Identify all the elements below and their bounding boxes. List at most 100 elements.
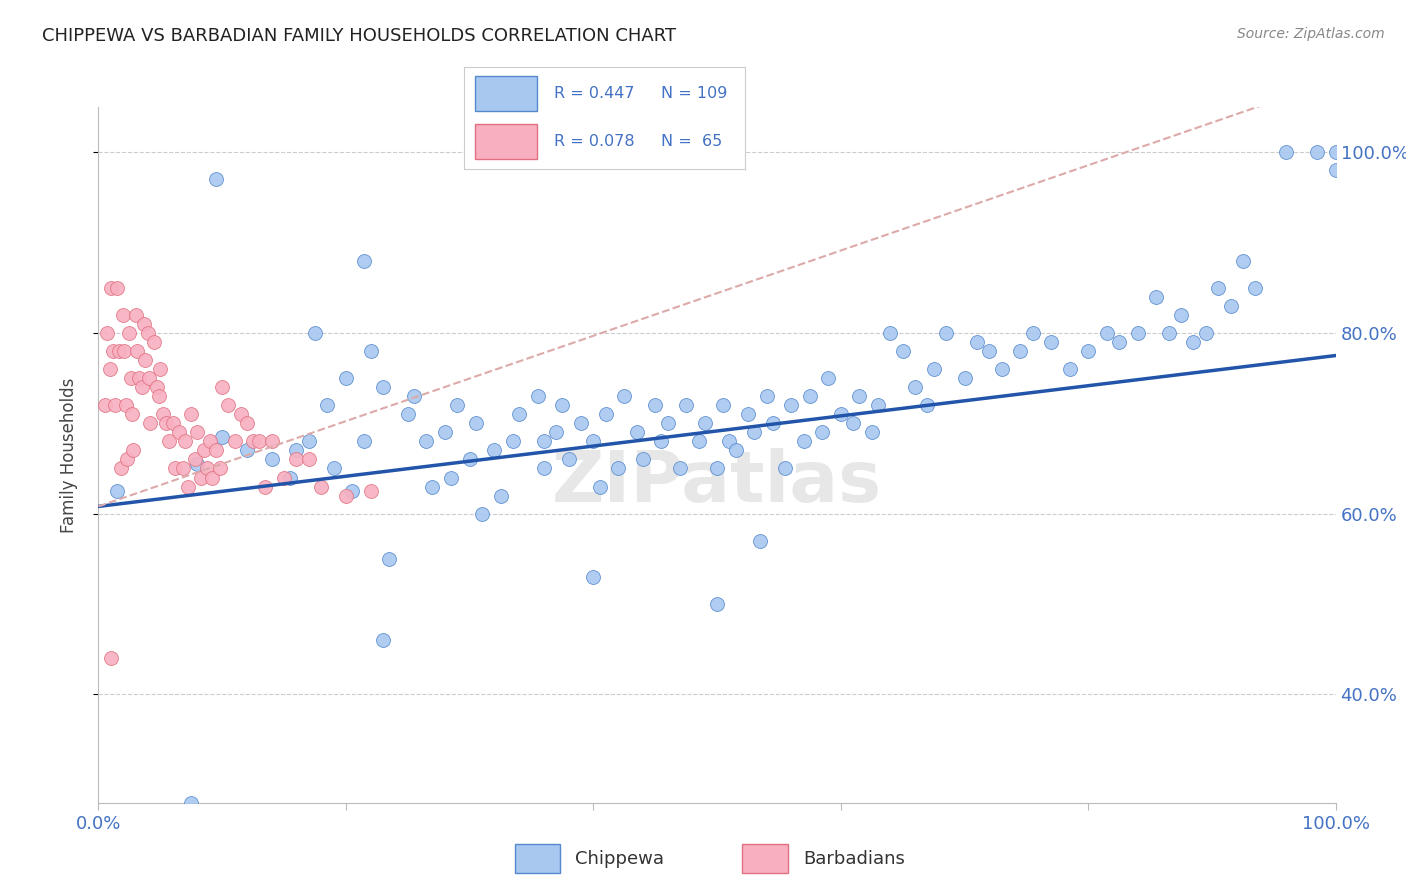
Point [193, 443, 215, 458]
Point [471, 507, 494, 521]
Bar [475, 124, 537, 159]
Text: Chippewa: Chippewa [575, 849, 665, 868]
Point [799, 389, 821, 403]
Point [176, 479, 198, 493]
Point [118, 326, 141, 340]
Point [1306, 145, 1329, 160]
Point [205, 172, 228, 186]
Text: ZIPatlas: ZIPatlas [553, 449, 882, 517]
Point [1170, 308, 1192, 322]
Point [260, 452, 283, 467]
Point [134, 317, 156, 331]
Point [112, 344, 135, 359]
Point [378, 551, 401, 566]
Point [371, 633, 394, 648]
Point [1126, 326, 1149, 340]
Point [190, 470, 212, 484]
Point [157, 434, 180, 449]
Point [650, 434, 672, 449]
Point [891, 344, 914, 359]
Point [360, 344, 382, 359]
Point [811, 425, 834, 440]
Point [143, 334, 166, 349]
Point [762, 417, 785, 431]
Point [830, 407, 852, 421]
Point [131, 380, 153, 394]
Point [180, 407, 202, 421]
Point [112, 308, 135, 322]
Point [484, 443, 506, 458]
Point [464, 417, 486, 431]
Point [631, 452, 654, 467]
Point [273, 470, 295, 484]
Point [1095, 326, 1118, 340]
Point [415, 434, 437, 449]
Point [860, 425, 883, 440]
Point [184, 452, 207, 467]
Point [205, 443, 228, 458]
Point [422, 479, 444, 493]
Point [167, 425, 190, 440]
Point [533, 434, 555, 449]
Point [136, 326, 159, 340]
Point [688, 434, 710, 449]
Point [224, 434, 246, 449]
Point [149, 362, 172, 376]
Point [316, 398, 339, 412]
Point [904, 380, 927, 394]
Point [706, 597, 728, 611]
Point [1219, 299, 1241, 313]
Point [198, 434, 221, 449]
Point [340, 484, 363, 499]
Point [569, 417, 592, 431]
Point [711, 398, 734, 412]
Point [1077, 344, 1099, 359]
Point [122, 443, 145, 458]
Point [172, 461, 194, 475]
Point [1108, 334, 1130, 349]
Text: Source: ZipAtlas.com: Source: ZipAtlas.com [1237, 27, 1385, 41]
Point [254, 479, 277, 493]
Point [121, 407, 143, 421]
Point [922, 362, 945, 376]
Point [242, 434, 264, 449]
Point [93, 398, 115, 412]
Point [675, 398, 697, 412]
Point [446, 398, 468, 412]
Point [165, 461, 187, 475]
Point [396, 407, 419, 421]
Point [103, 398, 125, 412]
Point [134, 353, 156, 368]
Point [162, 417, 184, 431]
Point [1021, 326, 1043, 340]
Point [502, 434, 524, 449]
Point [278, 470, 301, 484]
Point [229, 407, 252, 421]
Point [1157, 326, 1180, 340]
Point [1275, 145, 1298, 160]
Point [749, 533, 772, 548]
Point [737, 407, 759, 421]
Point [108, 344, 131, 359]
Point [793, 434, 815, 449]
Point [120, 371, 142, 385]
Point [260, 434, 283, 449]
Point [1195, 326, 1218, 340]
Point [1040, 334, 1063, 349]
Point [979, 344, 1001, 359]
Point [526, 389, 548, 403]
Point [298, 434, 321, 449]
Point [953, 371, 976, 385]
Point [105, 281, 128, 295]
Point [353, 253, 375, 268]
Point [433, 425, 456, 440]
Point [533, 461, 555, 475]
Point [489, 489, 512, 503]
Point [657, 417, 679, 431]
Point [693, 417, 716, 431]
Point [114, 398, 136, 412]
Text: CHIPPEWA VS BARBADIAN FAMILY HOUSEHOLDS CORRELATION CHART: CHIPPEWA VS BARBADIAN FAMILY HOUSEHOLDS … [42, 27, 676, 45]
Bar [475, 76, 537, 111]
Point [990, 362, 1012, 376]
Point [186, 425, 208, 440]
